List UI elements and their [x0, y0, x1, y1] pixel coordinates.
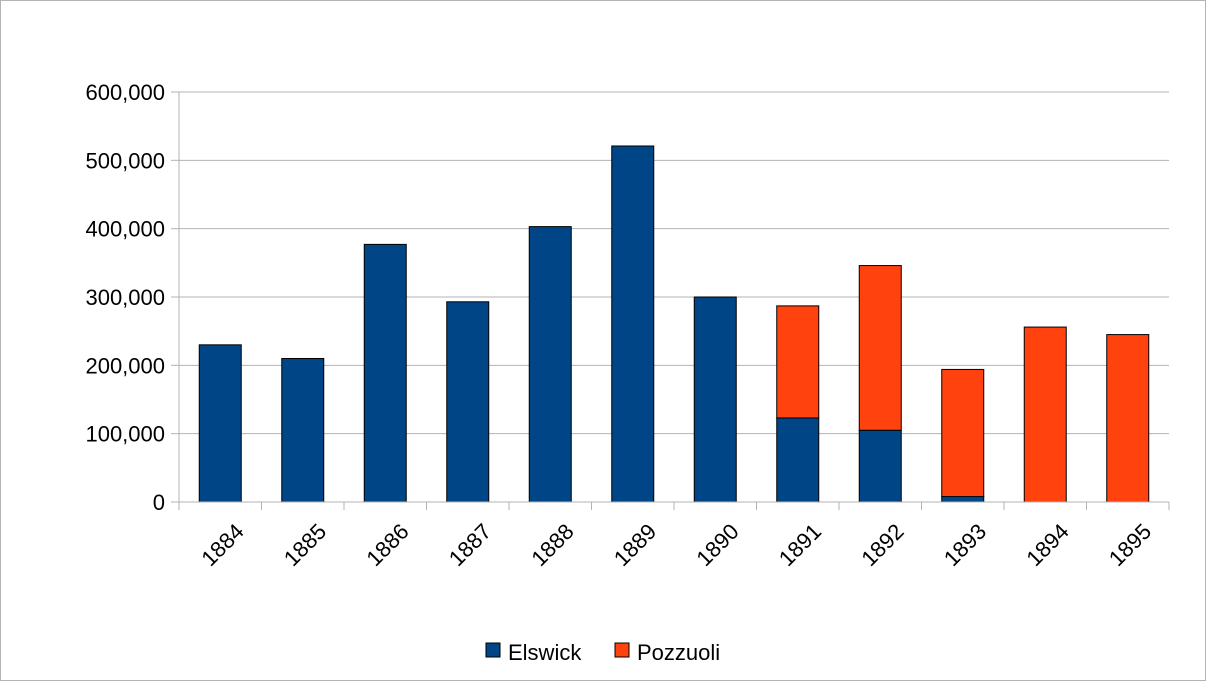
bar-elswick-1885: [281, 358, 325, 503]
x-tick-label: 1893: [939, 519, 991, 571]
x-tick-label: 1894: [1021, 519, 1073, 571]
x-tick-label: 1884: [196, 519, 248, 571]
bar-elswick-1887: [446, 301, 490, 503]
legend-label-pozzuoli: Pozzuoli: [637, 640, 720, 665]
y-tick-label: 200,000: [85, 353, 165, 378]
bar-pozzuoli-1894: [1023, 326, 1067, 503]
y-tick-label: 600,000: [85, 80, 165, 105]
bar-elswick-1884: [198, 344, 242, 503]
axes: [178, 92, 1170, 510]
y-tick-label: 300,000: [85, 285, 165, 310]
y-axis-tick-labels: 0 100,000 200,000 300,000 400,000 500,000 600,…: [85, 80, 165, 515]
y-tick-label: 400,000: [85, 217, 165, 242]
bars: [198, 145, 1150, 503]
legend-swatch-pozzuoli: [614, 642, 630, 658]
bar-elswick-1889: [611, 145, 655, 503]
bar-elswick-1886: [363, 243, 407, 503]
x-tick-label: 1890: [691, 519, 743, 571]
x-tick-label: 1885: [279, 519, 331, 571]
y-tick-label: 100,000: [85, 422, 165, 447]
bar-elswick-1892: [858, 429, 902, 503]
legend-label-elswick: Elswick: [508, 640, 582, 665]
x-tick-label: 1892: [856, 519, 908, 571]
gridlines: [171, 91, 1169, 503]
bar-elswick-1891: [776, 417, 820, 503]
legend-swatch-elswick: [485, 642, 501, 658]
x-tick-label: 1889: [609, 519, 661, 571]
bar-pozzuoli-1893: [941, 368, 985, 498]
x-tick-label: 1895: [1104, 519, 1156, 571]
y-tick-label: 500,000: [85, 148, 165, 173]
bar-elswick-1888: [528, 226, 572, 503]
x-tick-label: 1887: [444, 519, 496, 571]
y-tick-label: 0: [153, 490, 165, 515]
x-tick-label: 1891: [774, 519, 826, 571]
bar-pozzuoli-1891: [776, 305, 820, 419]
x-tick-label: 1888: [526, 519, 578, 571]
legend: Elswick Pozzuoli: [485, 640, 720, 665]
bar-pozzuoli-1895: [1106, 334, 1150, 503]
bar-elswick-1890: [693, 296, 737, 503]
x-tick-label: 1886: [361, 519, 413, 571]
bar-pozzuoli-1892: [858, 265, 902, 431]
bar-elswick-1893: [941, 496, 985, 503]
x-axis-tick-labels: 1884 1885 1886 1887 1888 1889 1890 1891 1892 1893…: [196, 519, 1156, 571]
